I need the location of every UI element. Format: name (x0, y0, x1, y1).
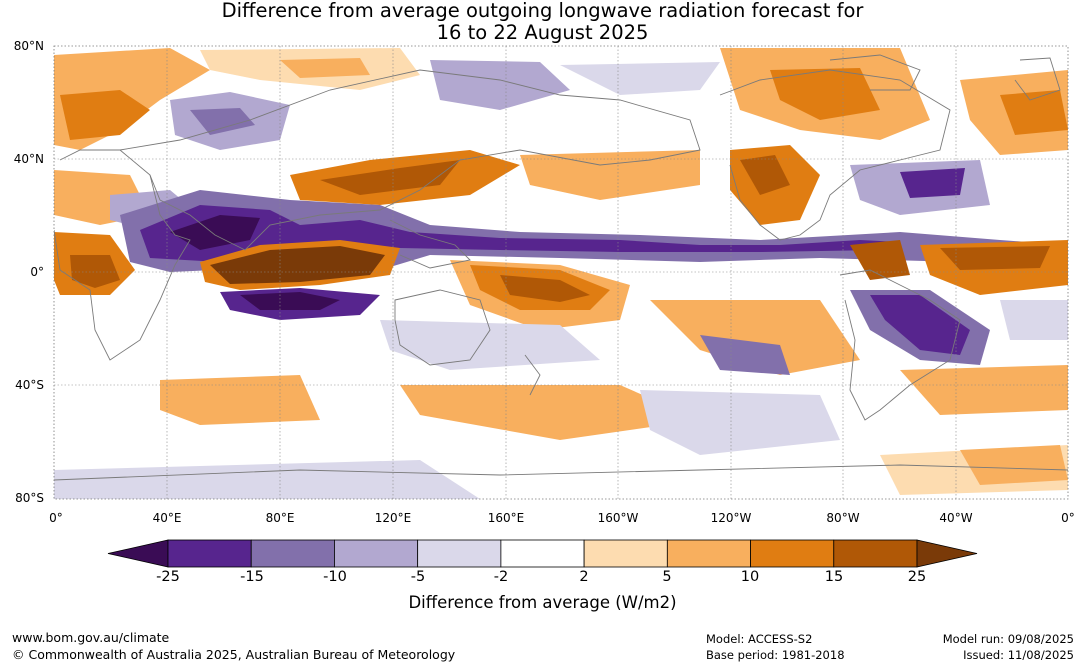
model-name: Model: ACCESS-S2 (706, 632, 813, 646)
anomaly-region-europe-strong (60, 90, 150, 140)
model-run-date: Model run: 09/08/2025 (942, 632, 1074, 646)
anomaly-region-central-pacific-core (500, 275, 590, 302)
colorbar-segments (107, 539, 978, 568)
anomaly-region-westpac-core (170, 215, 260, 250)
colorbar-arrow-high (916, 539, 978, 568)
colorbar-swatch (833, 539, 918, 568)
colorbar-tick: -5 (410, 569, 426, 585)
lon-label: 80°W (826, 511, 860, 525)
copyright-text: © Commonwealth of Australia 2025, Austra… (12, 647, 456, 662)
colorbar-swatch (334, 539, 419, 568)
website-link[interactable]: www.bom.gov.au/climate (12, 630, 170, 645)
colorbar-tick: -15 (240, 569, 264, 585)
colorbar-swatch (167, 539, 252, 568)
title-line-1: Difference from average outgoing longwav… (221, 0, 864, 22)
colorbar-swatch (583, 539, 668, 568)
anomaly-region-usa-strong (740, 155, 790, 195)
anomaly-region-canada-strong (770, 68, 880, 120)
anomaly-region-africa-strong (70, 255, 120, 288)
colorbar-tick: -10 (323, 569, 347, 585)
colorbar-swatch (250, 539, 335, 568)
base-period: Base period: 1981-2018 (706, 648, 845, 662)
colorbar-tick: 10 (740, 569, 760, 585)
lon-label: 120°E (374, 511, 412, 525)
lat-label: 80°N (13, 39, 44, 53)
lon-label: 160°W (597, 511, 639, 525)
lon-label: 0° (49, 511, 63, 525)
anomaly-region-south-ocean-positive-2 (400, 385, 700, 440)
colorbar-swatch (750, 539, 835, 568)
anomaly-region-south-indian-core (240, 292, 340, 310)
anomaly-region-central-asia-negative (190, 108, 255, 135)
lat-label: 40°N (13, 152, 44, 166)
coastlines (54, 54, 1068, 481)
anomaly-region-south-atlantic-light-negative (1000, 300, 1068, 340)
anomaly-region-northpacific-positive (520, 150, 700, 200)
graticule (54, 46, 1068, 499)
issued-date: Issued: 11/08/2025 (963, 648, 1074, 662)
anomaly-region-indian-ocean-strong (210, 246, 385, 284)
colorbar-tick: 25 (907, 569, 927, 585)
anomaly-region-brazil-strong (870, 295, 970, 355)
anomaly-region-south-atlantic-positive (960, 445, 1068, 485)
lat-label: 0° (30, 265, 44, 279)
anomaly-region-atlantic-strong-negative (900, 168, 965, 198)
title-line-2: 16 to 22 August 2025 (436, 21, 649, 44)
lat-label: 80°S (15, 491, 44, 505)
colorbar-label: Difference from average (W/m2) (408, 593, 677, 612)
colorbar-tick: 15 (824, 569, 844, 585)
anomaly-region-south-ocean-positive-3 (900, 365, 1068, 415)
anomaly-region-northpacific-negative (560, 62, 720, 95)
anomaly-region-south-ocean-negative (640, 390, 840, 455)
anomaly-region-central-america-positive (850, 240, 910, 280)
map-frame (53, 45, 1069, 500)
colorbar-tick: 2 (579, 569, 589, 585)
lon-label: 40°E (152, 511, 182, 525)
anomaly-region-southpacific-negative (700, 335, 790, 375)
lon-label: 120°W (710, 511, 752, 525)
anomaly-region-south-indian-light-negative (380, 320, 600, 370)
lon-label: 160°E (487, 511, 525, 525)
lon-label: 0° (1061, 511, 1075, 525)
colorbar-tick: -25 (156, 569, 180, 585)
anomaly-region-arctic-negative (430, 60, 570, 110)
map-title: Difference from average outgoing longwav… (0, 0, 1085, 44)
anomaly-region-south-ocean-positive-1 (160, 375, 320, 425)
anomaly-field (54, 46, 1068, 499)
anomaly-region-tropical-atlantic-strong (940, 246, 1050, 270)
lon-label: 80°E (265, 511, 295, 525)
colorbar-arrow-low (107, 539, 169, 568)
anomaly-region-arctic-strong (280, 58, 370, 78)
colorbar-swatch (417, 539, 502, 568)
colorbar-tick: -2 (493, 569, 509, 585)
colorbar-swatch (666, 539, 751, 568)
colorbar-tick: 5 (662, 569, 672, 585)
lon-label: 40°W (939, 511, 973, 525)
anomaly-region-northatlantic-strong (1000, 90, 1068, 135)
colorbar-swatch (500, 539, 585, 568)
lat-label: 40°S (15, 378, 44, 392)
anomaly-region-antarctic-negative (54, 460, 480, 499)
anomaly-region-southeast-pacific-positive (650, 300, 860, 375)
